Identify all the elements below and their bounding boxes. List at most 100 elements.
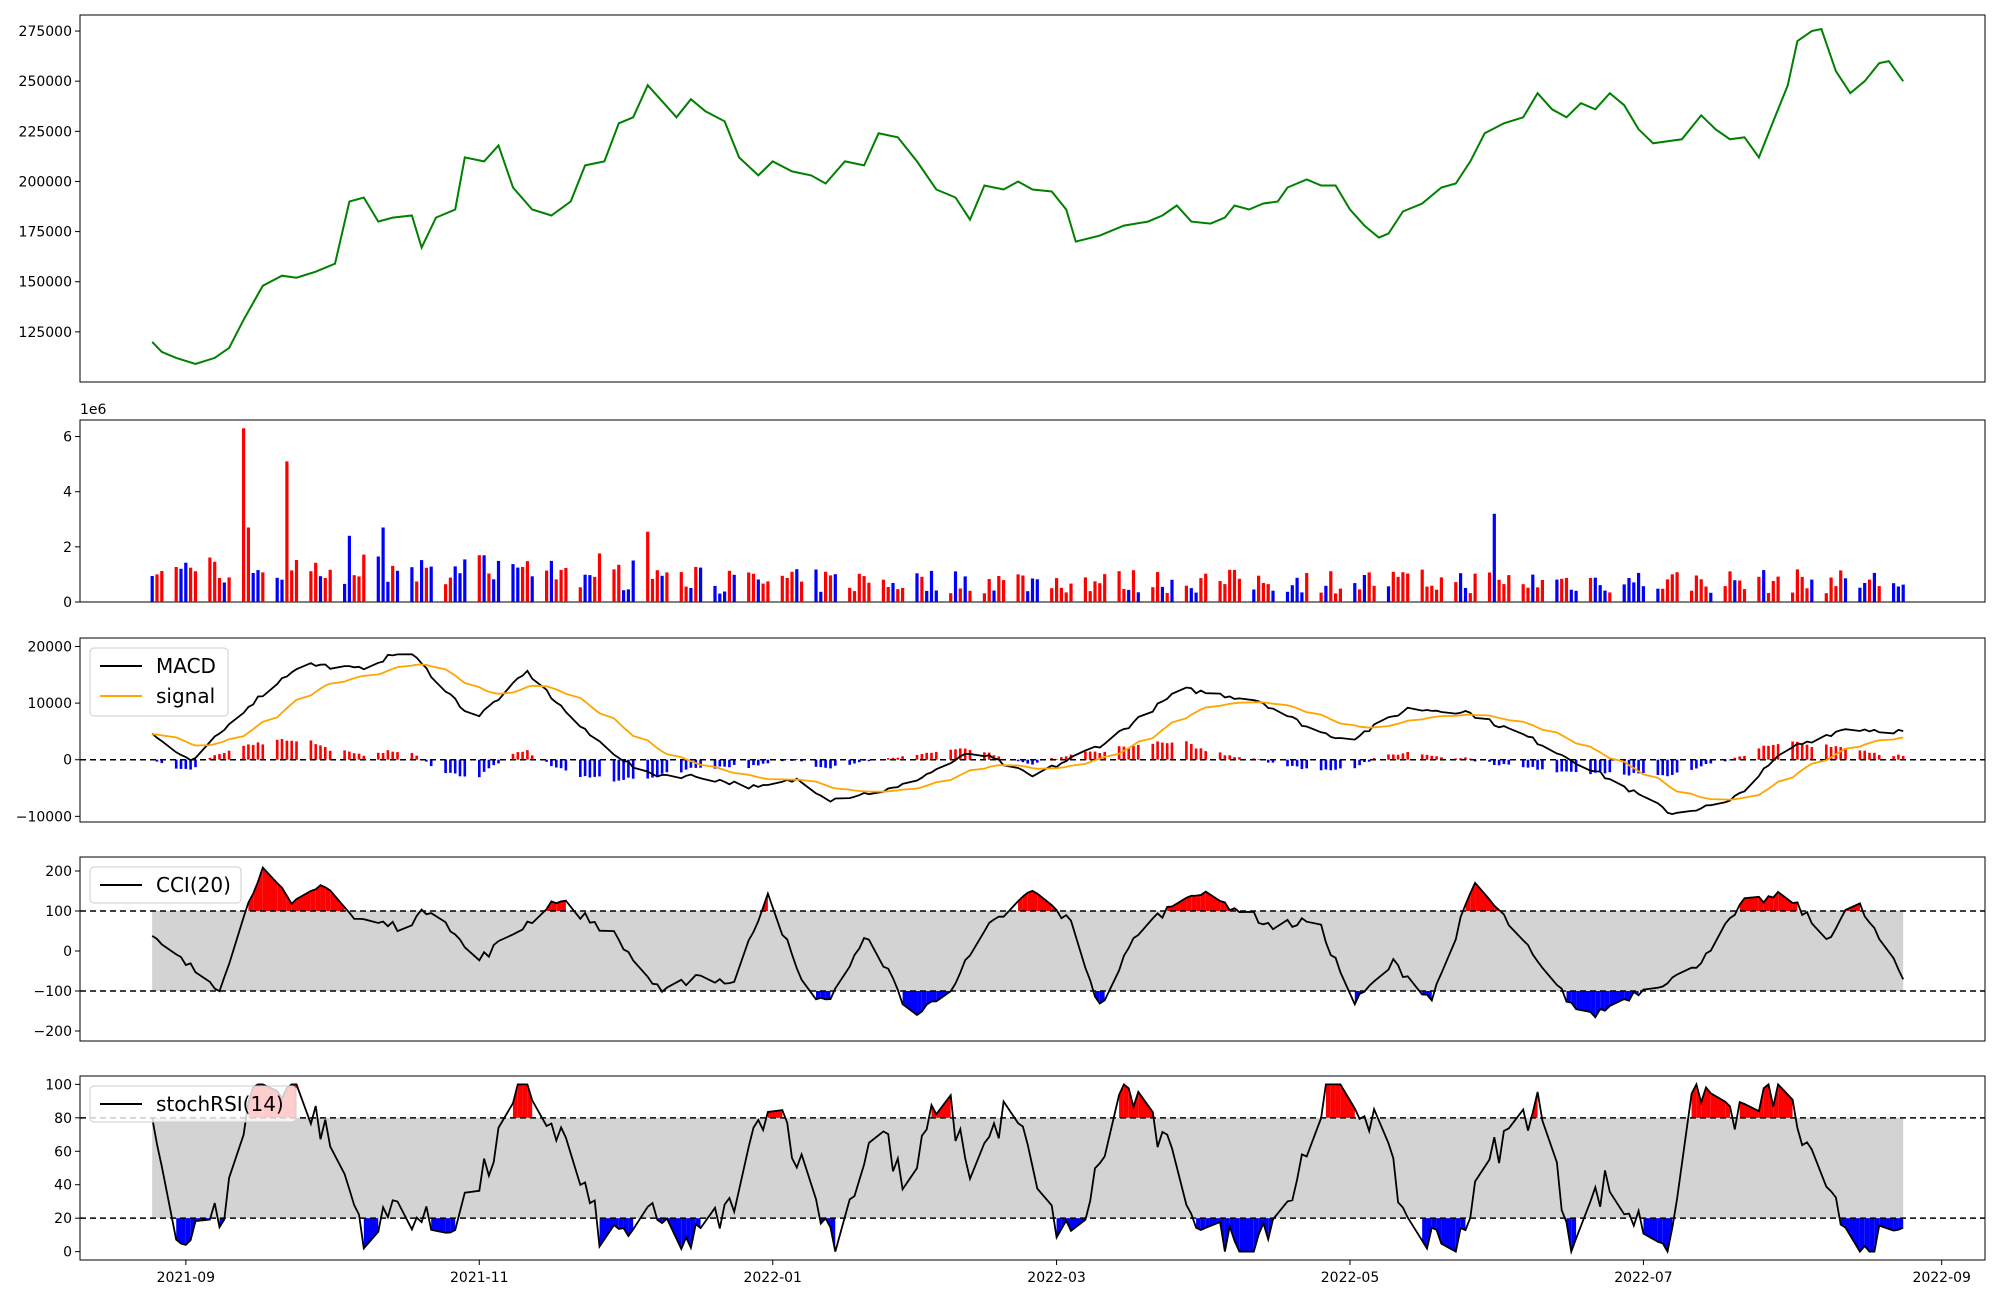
macd-hist-bar — [1339, 759, 1342, 769]
volume-bar — [1127, 589, 1131, 602]
macd-hist-bar — [1699, 759, 1703, 767]
volume-bar — [1564, 577, 1569, 602]
macd-hist-bar — [651, 759, 654, 778]
cci-legend-label: CCI(20) — [156, 873, 231, 897]
volume-bar — [1824, 593, 1828, 602]
macd-hist-bar — [1642, 759, 1645, 773]
macd-hist-bar — [1050, 758, 1053, 760]
stochrsi-ytick-label: 100 — [45, 1077, 72, 1093]
volume-bar — [1598, 585, 1602, 602]
stochrsi-oversold-fill — [181, 1218, 186, 1245]
macd-hist-bar — [935, 751, 938, 760]
macd-hist-bar — [1363, 759, 1366, 763]
macd-hist-bar — [1560, 759, 1563, 772]
macd-hist-bar — [564, 759, 568, 771]
macd-hist-bar — [425, 759, 428, 762]
macd-hist-bar — [1305, 759, 1308, 769]
volume-bar — [1050, 588, 1054, 602]
macd-hist-bar — [1392, 754, 1395, 760]
macd-hist-bar — [545, 759, 548, 762]
macd-hist-bar — [314, 744, 317, 760]
stochrsi-oversold-fill — [445, 1218, 451, 1233]
macd-hist-bar — [617, 759, 621, 781]
volume-bar — [1521, 584, 1525, 602]
volume-bar — [1160, 586, 1164, 602]
volume-bar — [631, 560, 635, 602]
volume-bar — [314, 562, 318, 602]
volume-bar — [1694, 575, 1698, 602]
macd-hist-bar — [1541, 759, 1544, 770]
macd-hist-bar — [612, 759, 616, 782]
macd-hist-bar — [1420, 754, 1424, 760]
volume-bar — [597, 553, 602, 602]
volume-bar — [1839, 570, 1843, 602]
volume-bar — [545, 570, 549, 602]
volume-bar — [1319, 592, 1323, 602]
cci-oversold-fill — [1576, 991, 1591, 1013]
macd-hist-bar — [1805, 744, 1809, 760]
macd-hist-bar — [824, 759, 827, 768]
volume-bar — [1252, 589, 1256, 602]
macd-hist-bar — [598, 759, 601, 777]
volume-bar — [1901, 584, 1905, 602]
macd-hist-bar — [410, 752, 414, 760]
cci-oversold-fill — [926, 991, 932, 1005]
stochrsi-overbought-fill — [527, 1084, 533, 1118]
macd-hist-bar — [713, 759, 717, 769]
macd-hist-bar — [853, 759, 856, 764]
macd-hist-bar — [732, 759, 736, 765]
macd-hist-bar — [1791, 741, 1794, 760]
macd-hist-bar — [530, 755, 534, 760]
volume-bar — [458, 573, 462, 602]
macd-hist-bar — [1223, 755, 1227, 760]
volume-bar — [828, 575, 833, 602]
macd-hist-bar — [1401, 753, 1405, 760]
stochrsi-oversold-fill — [1196, 1218, 1201, 1231]
macd-hist-bar — [848, 759, 851, 765]
macd-hist-bar — [348, 751, 351, 760]
volume-bar — [1362, 575, 1366, 602]
macd-hist-bar — [1603, 759, 1607, 774]
volume-bar — [174, 567, 178, 602]
macd-hist-bar — [867, 759, 871, 762]
volume-bar — [612, 569, 616, 602]
cci-overbought-fill — [556, 901, 562, 911]
volume-bar — [1473, 573, 1477, 602]
volume-bar — [987, 579, 991, 602]
macd-hist-bar — [959, 748, 962, 760]
stochrsi-overbought-fill — [1696, 1084, 1702, 1118]
volume-bar — [1290, 585, 1294, 602]
macd-hist-bar — [795, 759, 799, 760]
cci-oversold-fill — [902, 991, 918, 1015]
macd-ytick-label: 20000 — [27, 639, 72, 655]
volume-bar — [251, 573, 255, 602]
volume-bar — [1709, 592, 1713, 602]
macd-hist-bar — [1574, 759, 1578, 772]
cci-line — [151, 865, 1905, 1019]
macd-hist-bar — [896, 757, 900, 760]
volume-bar — [1608, 592, 1612, 602]
stochrsi-oversold-fill — [176, 1218, 182, 1244]
cci-overbought-fill — [248, 893, 254, 911]
volume-bar — [328, 569, 332, 602]
stochrsi-overbought-fill — [1340, 1084, 1355, 1118]
macd-hist-bar — [627, 759, 630, 778]
macd-hist-bar — [723, 759, 726, 767]
macd-hist-bar — [526, 750, 529, 760]
stochrsi-oversold-fill — [363, 1218, 379, 1249]
volume-bar — [549, 560, 553, 602]
macd-hist-bar — [492, 759, 495, 766]
volume-bar — [395, 570, 400, 602]
volume-bar — [1560, 578, 1564, 602]
macd-hist-bar — [1093, 751, 1097, 760]
macd-hist-bar — [1772, 744, 1775, 760]
volume-bar — [179, 568, 183, 602]
volume-bar — [290, 570, 294, 602]
macd-hist-bar — [184, 759, 188, 769]
x-tick-label: 2022-03 — [1027, 1270, 1086, 1286]
macd-hist-bar — [1829, 747, 1833, 760]
macd-hist-bar — [829, 759, 832, 769]
cci-oversold-fill — [825, 991, 831, 1000]
stochrsi-oversold-fill — [431, 1218, 446, 1233]
